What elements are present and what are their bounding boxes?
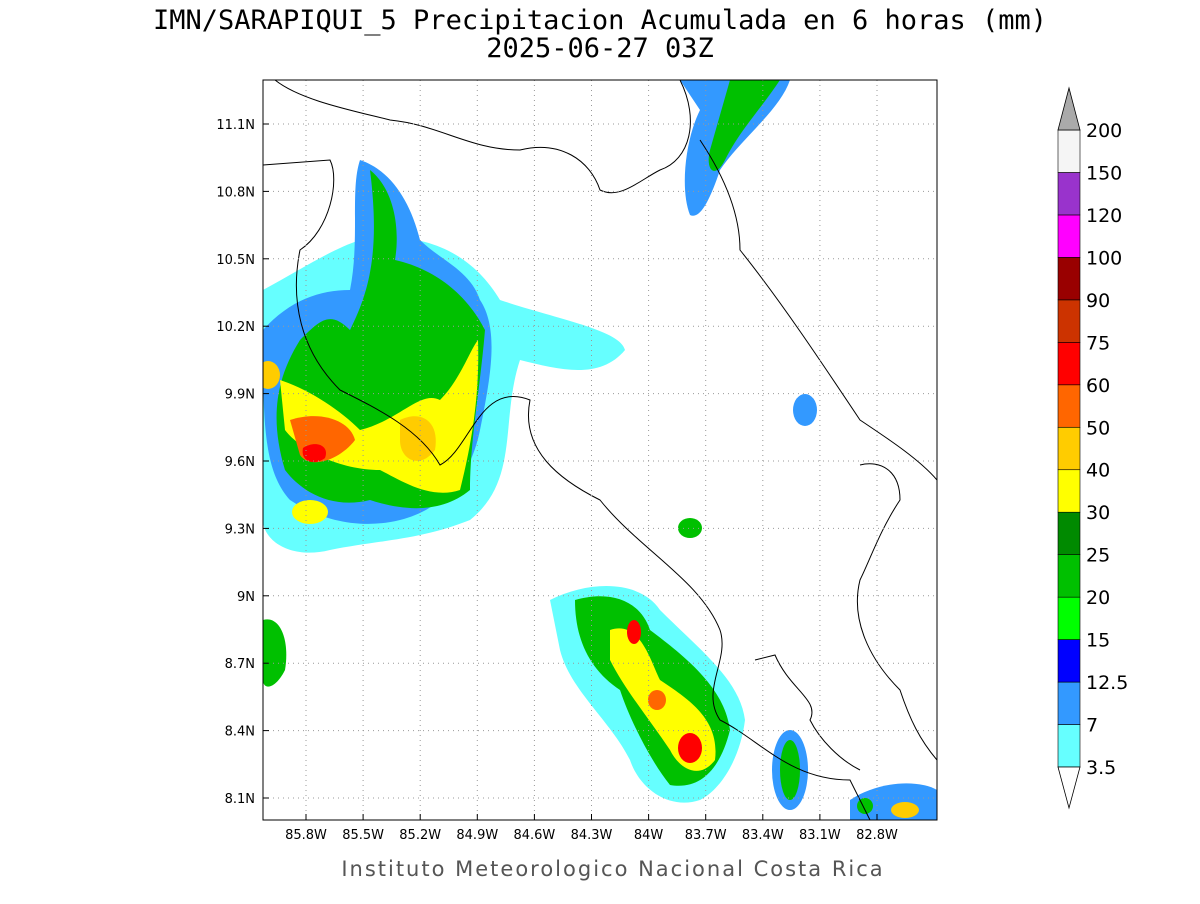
- colorbar-box: [1057, 724, 1081, 768]
- lat-label: 10.2N: [216, 320, 255, 335]
- lat-label: 9.6N: [225, 455, 255, 470]
- title: IMN/SARAPIQUI_5 Precipitacion Acumulada …: [153, 5, 1047, 36]
- colorbar-label: 30: [1086, 502, 1110, 524]
- footer: Instituto Meteorologico Nacional Costa R…: [341, 857, 884, 881]
- colorbar-box: [1057, 384, 1081, 428]
- colorbar-label: 12.5: [1086, 672, 1128, 694]
- lat-label: 9.3N: [225, 522, 255, 537]
- colorbar-box: [1057, 554, 1081, 598]
- map-frame: [262, 79, 938, 821]
- lon-label: 85.2W: [399, 828, 441, 843]
- lat-label: 11.1N: [216, 118, 255, 133]
- colorbar-over: [1057, 86, 1081, 131]
- colorbar-box: [1057, 426, 1081, 471]
- colorbar-box: [1057, 469, 1081, 513]
- subtitle: 2025-06-27 03Z: [486, 33, 714, 64]
- colorbar-label: 20: [1086, 587, 1110, 609]
- colorbar-label: 40: [1086, 460, 1110, 482]
- axes: 11.1N 10.8N 10.5N 10.2N 9.9N 9.6N 9.3N 9N 8.7N 8.…: [216, 80, 937, 843]
- lon-label: 84.3W: [571, 828, 613, 843]
- colorbar-label: 50: [1086, 417, 1110, 439]
- coastline: [263, 80, 937, 820]
- colorbar-box: [1057, 129, 1081, 173]
- lon-label: 85.8W: [285, 828, 327, 843]
- colorbar-box: [1057, 511, 1081, 555]
- colorbar-label: 150: [1086, 162, 1122, 184]
- colorbar-label: 200: [1086, 120, 1122, 142]
- lon-label: 83.4W: [742, 828, 784, 843]
- colorbar-label: 15: [1086, 630, 1110, 652]
- lat-label: 10.8N: [216, 185, 255, 200]
- lon-label: 82.8W: [856, 828, 898, 843]
- lon-label: 84W: [634, 828, 664, 843]
- colorbar-box: [1057, 172, 1081, 216]
- lon-label: 84.9W: [456, 828, 498, 843]
- lon-label: 85.5W: [342, 828, 384, 843]
- colorbar-box: [1057, 639, 1081, 683]
- colorbar-label: 100: [1086, 247, 1122, 269]
- colorbar-box: [1057, 342, 1081, 386]
- lon-label: 84.6W: [513, 828, 555, 843]
- lat-label: 9.9N: [225, 388, 255, 403]
- colorbar-under: [1057, 766, 1081, 810]
- colorbar-label: 120: [1086, 205, 1122, 227]
- lat-label: 8.4N: [225, 725, 255, 740]
- lon-label: 83.7W: [685, 828, 727, 843]
- colorbar-label: 3.5: [1086, 757, 1116, 779]
- colorbar-label: 60: [1086, 375, 1110, 397]
- colorbar-box: [1057, 299, 1081, 343]
- colorbar-label: 75: [1086, 332, 1110, 354]
- lon-label: 83.1W: [799, 828, 841, 843]
- lat-label: 8.1N: [225, 792, 255, 807]
- lat-label: 9N: [237, 590, 255, 605]
- lat-label: 8.7N: [225, 657, 255, 672]
- colorbar: 3.5 7 12.5 15 20 25 30 40 50 60 75 90 100 120 150 200: [1057, 86, 1128, 810]
- lat-label: 10.5N: [216, 253, 255, 268]
- colorbar-label: 25: [1086, 545, 1110, 567]
- colorbar-box: [1057, 596, 1081, 640]
- colorbar-box: [1057, 214, 1081, 258]
- colorbar-box: [1057, 681, 1081, 725]
- colorbar-box: [1057, 257, 1081, 301]
- colorbar-label: 7: [1086, 715, 1098, 737]
- colorbar-label: 90: [1086, 290, 1110, 312]
